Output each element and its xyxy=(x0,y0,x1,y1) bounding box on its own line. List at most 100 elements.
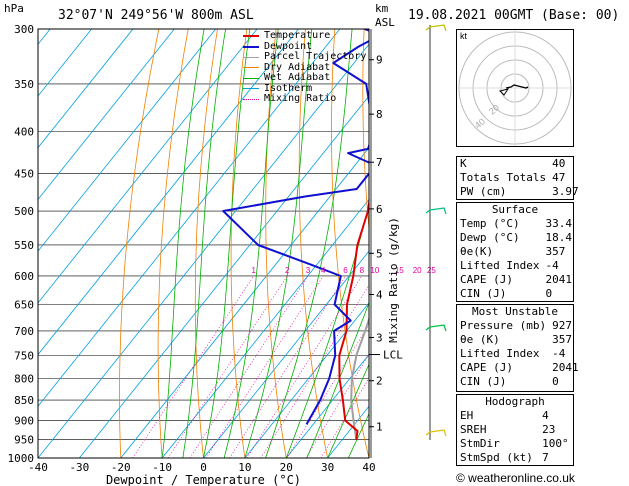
legend-item: Temperature xyxy=(243,31,366,42)
surface-value: 0 xyxy=(545,287,553,300)
pressure-tick-label: 1000 xyxy=(8,452,35,465)
legend-swatch xyxy=(243,67,259,69)
mixing-ratio-label: 3 xyxy=(306,266,311,275)
index-label: Totals Totals xyxy=(460,171,547,184)
legend-item: Parcel Trajectory xyxy=(243,52,366,63)
mixing-ratio-axis-label: Mixing Ratio (g/kg) xyxy=(387,217,400,343)
wind-barb xyxy=(425,324,447,332)
dewpoint-line xyxy=(222,29,369,425)
isotherm xyxy=(38,29,217,252)
index-value: 40 xyxy=(552,157,566,170)
pressure-tick-label: 300 xyxy=(14,23,34,36)
legend-item: Dry Adiabat xyxy=(243,62,366,74)
temperature-tick-label: -20 xyxy=(111,461,131,474)
temperature-line xyxy=(338,196,369,440)
mixing-ratio-label: 15 xyxy=(395,266,404,275)
km-tick-label: 8 xyxy=(376,108,383,121)
isotherm xyxy=(79,95,369,458)
pressure-tick-label: 450 xyxy=(14,167,34,180)
pressure-tick-label: 950 xyxy=(14,434,34,447)
km-tick-label: 2 xyxy=(376,375,383,388)
hodograph-ring-label: 40 xyxy=(473,116,487,130)
dry-adiabat xyxy=(230,29,248,458)
mixing-ratio-label: 8 xyxy=(360,266,365,275)
dry-adiabat xyxy=(331,29,369,458)
unstable-value: 0 xyxy=(552,375,559,388)
wet-adiabat xyxy=(203,29,251,458)
temperature-tick-label: -40 xyxy=(28,461,48,474)
index-value: 47 xyxy=(552,171,566,184)
asl-label: ASL xyxy=(375,16,395,29)
km-tick-label: 5 xyxy=(376,247,383,260)
unstable-value: 357 xyxy=(552,333,572,346)
mixing-ratio-line xyxy=(260,284,369,458)
hodograph-kt-label: kt xyxy=(460,31,468,41)
index-label: PW (cm) xyxy=(460,185,507,198)
legend-label: Dewpoint xyxy=(264,40,313,52)
unstable-label: CAPE (J) xyxy=(460,361,513,374)
surface-label: θe(K) xyxy=(460,245,494,258)
hodo-value: 7 xyxy=(542,451,549,464)
wet-adiabat xyxy=(223,29,279,458)
legend-item: Wet Adiabat xyxy=(243,73,366,84)
x-axis-label: Dewpoint / Temperature (°C) xyxy=(106,473,301,486)
isotherm xyxy=(161,198,369,458)
mixing-ratio-label: 10 xyxy=(370,266,379,275)
pressure-tick-label: 400 xyxy=(14,126,34,139)
temperature-tick-label: -10 xyxy=(152,461,172,474)
temperature-tick-label: 0 xyxy=(200,461,207,474)
surface-label: CIN (J) xyxy=(460,287,507,300)
mixing-ratio-line xyxy=(305,353,369,458)
km-tick-label: 6 xyxy=(376,203,383,216)
legend-label: Parcel Trajectory xyxy=(264,51,367,63)
dry-adiabat xyxy=(119,29,160,458)
hodo-label: StmSpd (kt) xyxy=(460,451,533,464)
hodo-value: 23 xyxy=(542,423,556,436)
pressure-tick-label: 700 xyxy=(14,325,34,338)
hodo-label: StmDir xyxy=(460,437,500,450)
pressure-tick-label: 850 xyxy=(14,394,34,407)
surface-value: 18.4 xyxy=(545,231,572,244)
wet-adiabat xyxy=(306,301,369,458)
isotherm xyxy=(38,43,369,458)
legend-label: Wet Adiabat xyxy=(264,72,331,84)
legend-swatch xyxy=(243,88,259,90)
mixing-ratio-label: 6 xyxy=(343,266,348,275)
copyright: © weatheronline.co.uk xyxy=(456,471,575,485)
location-title: 32°07'N 249°56'W 800m ASL xyxy=(58,8,254,23)
unstable-label: Lifted Index xyxy=(460,347,540,360)
surface-label: Lifted Index xyxy=(460,259,540,272)
lcl-label: LCL xyxy=(383,349,403,362)
hodograph-box: Hodograph EH 4 SREH 23 StmDir 100° StmSpd (… xyxy=(456,394,574,466)
legend-label: Temperature xyxy=(264,30,331,42)
index-label: K xyxy=(460,157,467,170)
dry-adiabat xyxy=(362,29,369,233)
temperature-tick-label: -30 xyxy=(69,461,89,474)
mixing-ratio-line xyxy=(246,275,363,458)
wet-adiabat xyxy=(265,29,353,458)
hpa-label: hPa xyxy=(4,2,24,15)
unstable-label: θe (K) xyxy=(460,333,500,346)
unstable-value: 927 xyxy=(552,319,572,332)
mixing-ratio-line xyxy=(286,323,369,458)
isotherm xyxy=(244,302,369,458)
pressure-tick-label: 650 xyxy=(14,299,34,312)
isotherm xyxy=(38,29,341,407)
hodograph-ring-label: 20 xyxy=(487,102,501,116)
temperature-tick-label: 30 xyxy=(321,461,334,474)
unstable-value: -4 xyxy=(552,347,566,360)
unstable-value: 2041 xyxy=(552,361,579,374)
mixing-ratio-label: 4 xyxy=(321,266,326,275)
surface-label: CAPE (J) xyxy=(460,273,513,286)
right-axis-overlay: 1 2 3 4 5 6 7 8 9 LCL Mixing Ratio (g/kg) xyxy=(369,24,447,458)
legend: Temperature Dewpoint Parcel Trajectory Dry … xyxy=(243,31,366,105)
temperature-tick-label: 10 xyxy=(238,461,251,474)
surface-label: Dewp (°C) xyxy=(460,231,520,244)
km-label: km xyxy=(375,2,389,15)
pressure-tick-label: 600 xyxy=(14,270,34,283)
legend-label: Mixing Ratio xyxy=(264,93,337,105)
wind-barb xyxy=(425,429,447,437)
wind-barb xyxy=(425,207,447,215)
mixing-ratio-label: 25 xyxy=(427,266,436,275)
plot-frame xyxy=(37,28,370,459)
